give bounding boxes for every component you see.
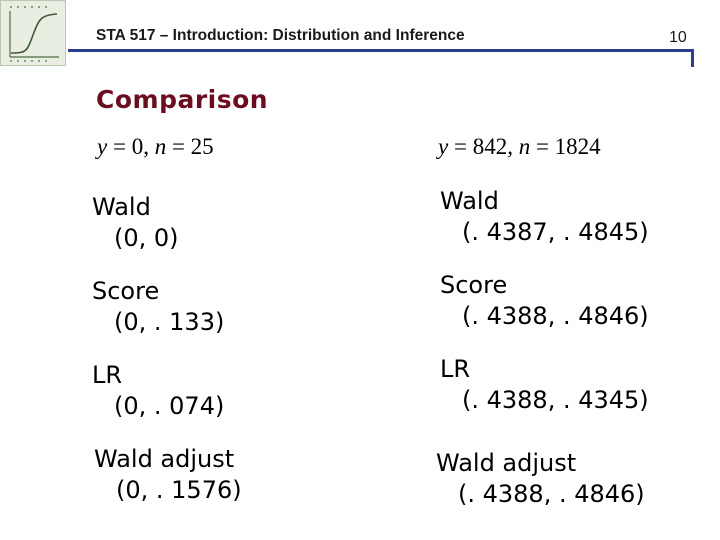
section-title: Comparison (96, 85, 269, 114)
interval-value: (0, 0) (114, 224, 179, 252)
method-label: LR (92, 361, 123, 389)
list-item-wald-right: Wald (. 4387, . 4845) (440, 186, 649, 248)
formula-right: y = 842, n = 1824 (438, 134, 601, 159)
method-label: Wald adjust (94, 445, 235, 473)
method-label: LR (440, 355, 471, 383)
method-label: Score (92, 277, 160, 305)
interval-value: (. 4388, . 4345) (462, 386, 649, 414)
method-label: Wald (440, 187, 499, 215)
method-label: Wald (92, 193, 151, 221)
header-rule-tick (691, 49, 694, 67)
list-item-score-left: Score (0, . 133) (92, 276, 224, 338)
interval-value: (. 4387, . 4845) (462, 218, 649, 246)
list-item-score-right: Score (. 4388, . 4846) (440, 270, 649, 332)
interval-value: (. 4388, . 4846) (458, 480, 645, 508)
method-label: Wald adjust (436, 449, 577, 477)
header-rule (68, 49, 694, 52)
list-item-wald-adjust-right: Wald adjust (. 4388, . 4846) (436, 448, 645, 510)
sigmoid-curve-logo-icon (0, 0, 66, 66)
interval-value: (0, . 133) (114, 308, 225, 336)
header-title: STA 517 – Introduction: Distribution and… (96, 27, 465, 44)
page-number: 10 (669, 29, 687, 46)
interval-value: (0, . 1576) (116, 476, 242, 504)
interval-value: (0, . 074) (114, 392, 225, 420)
interval-value: (. 4388, . 4846) (462, 302, 649, 330)
list-item-lr-right: LR (. 4388, . 4345) (440, 354, 649, 416)
list-item-lr-left: LR (0, . 074) (92, 360, 224, 422)
method-label: Score (440, 271, 508, 299)
list-item-wald-adjust-left: Wald adjust (0, . 1576) (94, 444, 242, 506)
formula-left: y = 0, n = 25 (97, 134, 214, 159)
list-item-wald-left: Wald (0, 0) (92, 192, 179, 254)
